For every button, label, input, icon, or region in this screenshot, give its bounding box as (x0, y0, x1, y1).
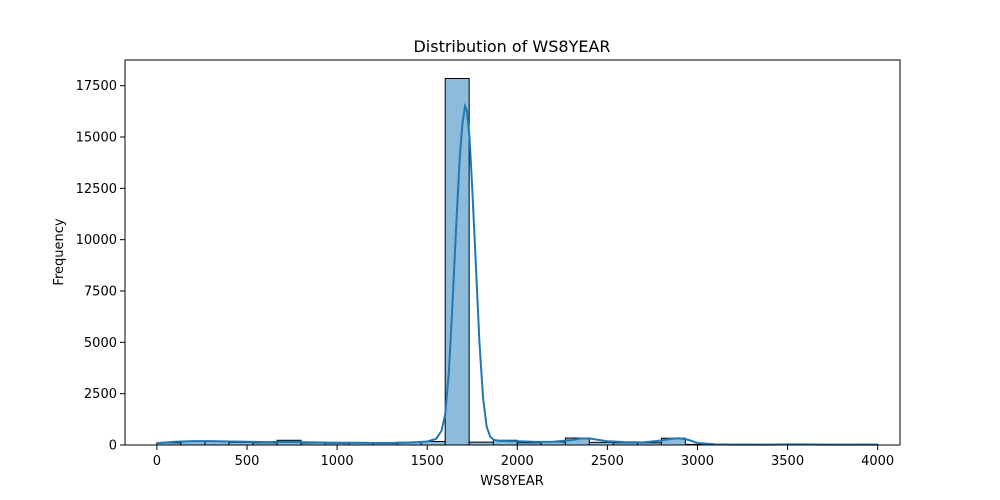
x-tick-label: 1500 (411, 454, 444, 469)
bars-group (156, 77, 879, 446)
kde-line (156, 102, 878, 446)
y-tick-label: 7500 (84, 285, 117, 300)
x-tick-label: 2500 (591, 454, 624, 469)
x-axis-label: WS8YEAR (480, 474, 543, 489)
y-tick-label: 5000 (84, 336, 117, 351)
y-tick-label: 12500 (76, 182, 117, 197)
x-axis-ticks: 0 500 1000 1500 2000 2500 3000 3500 4000 (153, 445, 894, 469)
x-tick-label: 1000 (321, 454, 354, 469)
x-tick-label: 4000 (861, 454, 894, 469)
plot-frame (124, 59, 901, 446)
y-tick-label: 10000 (76, 233, 117, 248)
y-tick-label: 17500 (76, 79, 117, 94)
y-axis-ticks: 0 2500 5000 7500 10000 12500 15000 17500 (76, 79, 125, 454)
y-tick-label: 0 (109, 439, 117, 454)
x-tick-label: 3000 (681, 454, 714, 469)
x-tick-label: 500 (235, 454, 260, 469)
x-tick-label: 0 (153, 454, 161, 469)
y-tick-label: 15000 (76, 131, 117, 146)
y-axis-label: Frequency (52, 218, 67, 285)
chart-title: Distribution of WS8YEAR (413, 37, 610, 56)
y-tick-label: 2500 (84, 387, 117, 402)
x-tick-label: 2000 (501, 454, 534, 469)
histogram-bar (444, 77, 470, 446)
x-tick-label: 3500 (771, 454, 804, 469)
